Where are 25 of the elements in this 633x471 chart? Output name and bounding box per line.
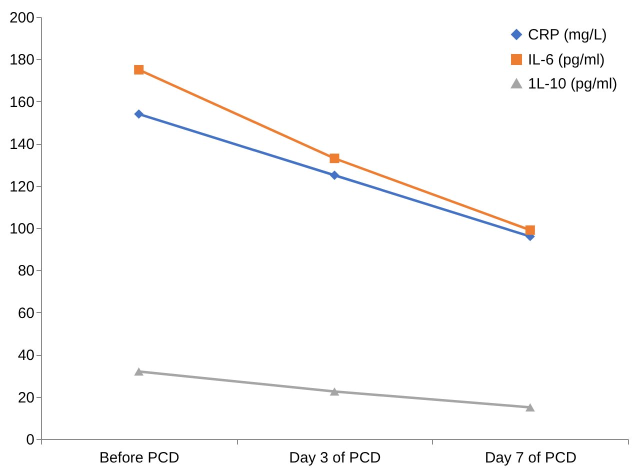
point xyxy=(330,154,340,164)
y-tick-label: 100 xyxy=(9,220,34,238)
point xyxy=(134,109,144,119)
x-tick-label: Day 7 of PCD xyxy=(484,450,577,466)
legend-label: IL-6 (pg/ml) xyxy=(528,52,605,68)
x-tick-label: Before PCD xyxy=(99,450,180,466)
y-tick-label: 160 xyxy=(9,94,34,111)
legend-label: 1L-10 (pg/ml) xyxy=(528,76,618,92)
point xyxy=(134,367,144,376)
y-tick-label: 60 xyxy=(18,304,34,322)
y-tick-label: 80 xyxy=(18,262,34,280)
y-tick-label: 140 xyxy=(9,136,34,154)
point xyxy=(525,403,535,412)
point xyxy=(525,225,535,235)
y-tick-label: 0 xyxy=(26,432,34,448)
y-tick-label: 120 xyxy=(9,178,34,196)
y-tick-label: 200 xyxy=(9,10,34,26)
point xyxy=(330,170,340,180)
point xyxy=(330,387,340,396)
y-tick-label: 40 xyxy=(18,347,34,364)
x-tick-label: Day 3 of PCD xyxy=(289,450,382,466)
legend-label: CRP (mg/L) xyxy=(528,26,607,44)
point xyxy=(134,65,144,74)
y-tick-label: 20 xyxy=(18,389,34,406)
y-tick-label: 180 xyxy=(9,52,34,69)
